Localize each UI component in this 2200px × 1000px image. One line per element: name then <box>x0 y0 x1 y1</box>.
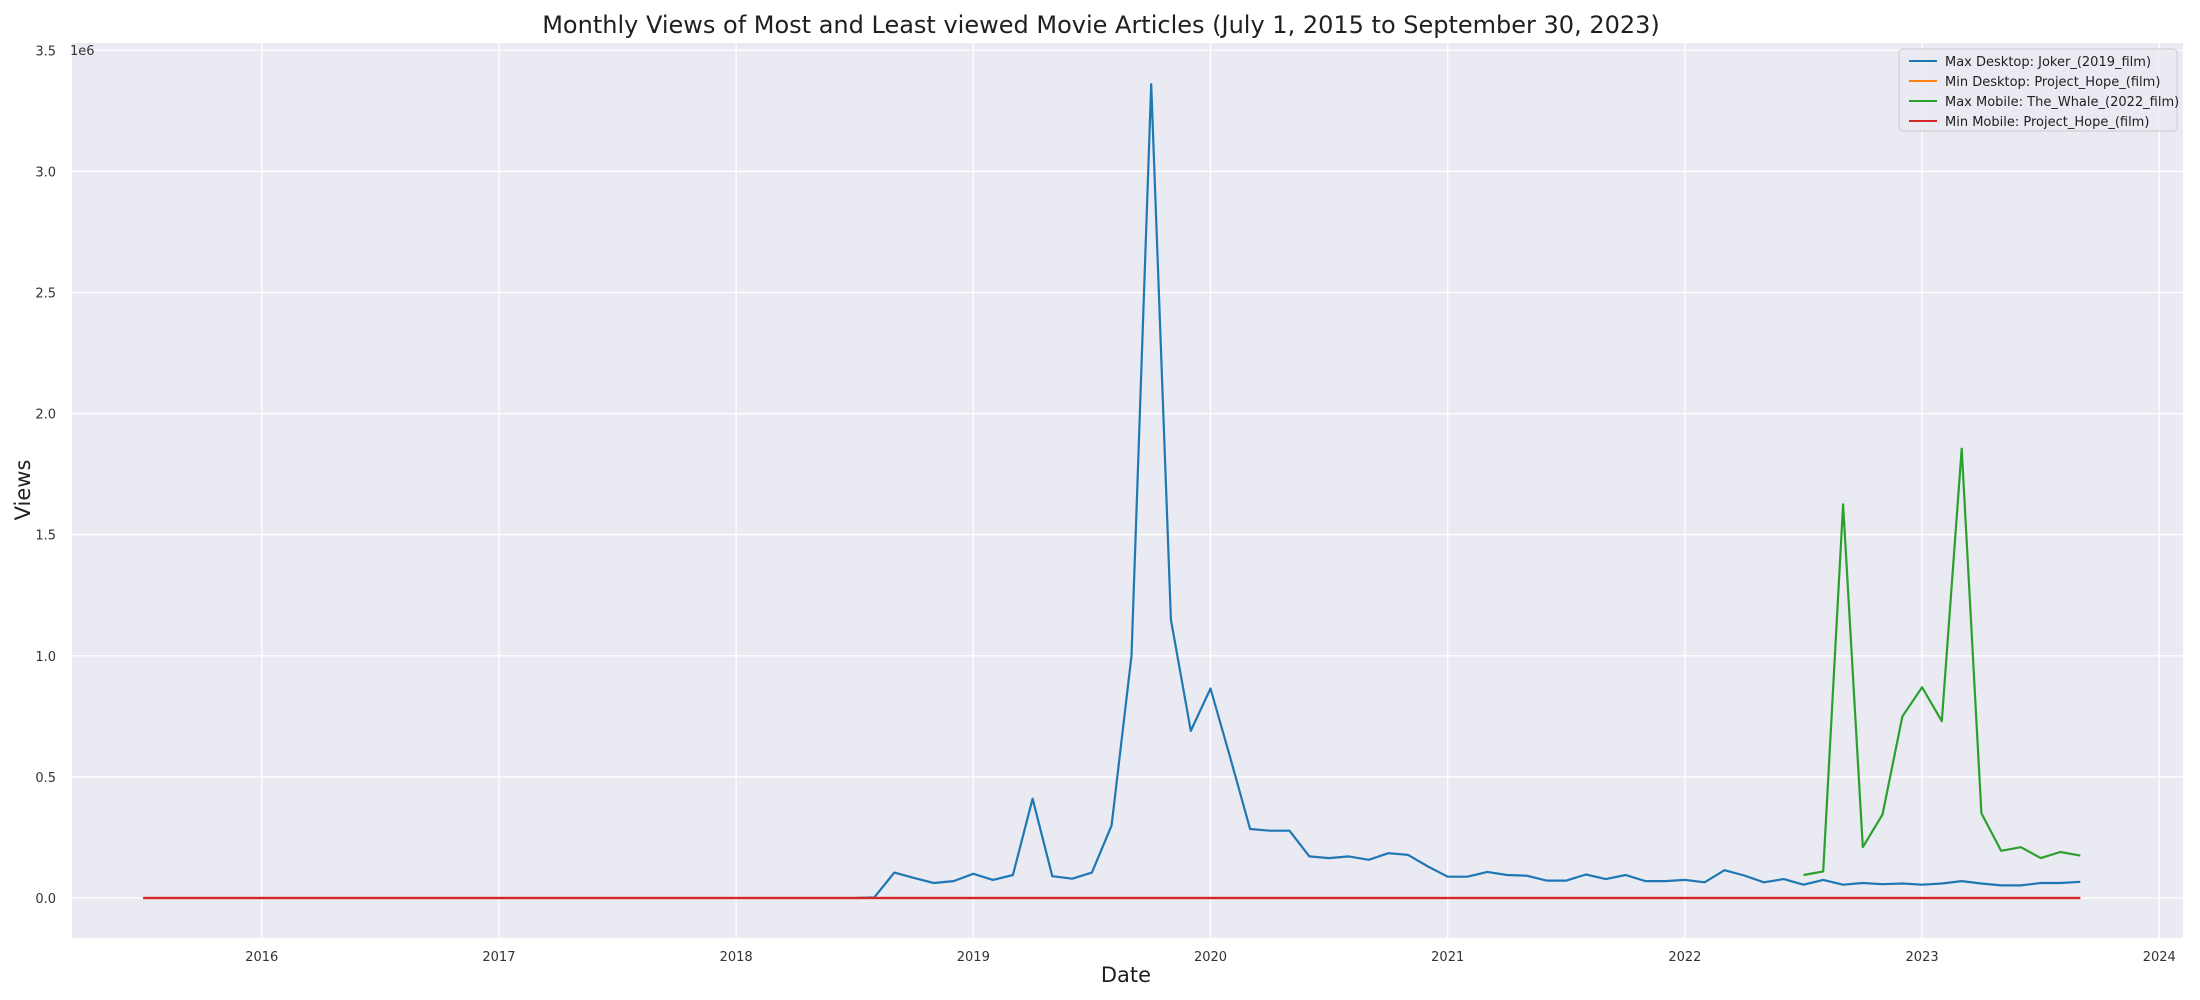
x-tick-label: 2018 <box>720 950 753 965</box>
y-tick-label: 0.5 <box>35 771 56 786</box>
plot-area <box>72 43 2183 938</box>
y-tick-label: 0.0 <box>35 892 56 907</box>
x-axis-label: Date <box>1101 963 1151 987</box>
x-tick-label: 2020 <box>1194 950 1227 965</box>
y-axis-label: Views <box>11 460 35 521</box>
chart-title: Monthly Views of Most and Least viewed M… <box>542 11 1660 39</box>
x-tick-label: 2019 <box>957 950 990 965</box>
legend-label: Max Mobile: The_Whale_(2022_film) <box>1945 95 2179 110</box>
legend: Max Desktop: Joker_(2019_film) Min Deskto… <box>1898 48 2179 132</box>
y-tick-label: 1.5 <box>35 529 56 544</box>
x-tick-label: 2017 <box>482 950 515 965</box>
series-line-2 <box>1803 447 2081 877</box>
legend-label: Min Desktop: Project_Hope_(film) <box>1945 75 2160 90</box>
axis-ticks: 2016 2017 2018 2019 2020 2021 2022 2023 2024 0.0 0… <box>35 44 2176 965</box>
y-axis-offset-label: 1e6 <box>70 44 95 59</box>
y-tick-label: 3.0 <box>35 165 56 180</box>
series-layer <box>143 83 2081 900</box>
legend-box <box>1898 48 2178 132</box>
y-tick-label: 2.0 <box>35 408 56 423</box>
x-tick-label: 2016 <box>245 950 278 965</box>
x-tick-label: 2021 <box>1431 950 1464 965</box>
legend-label: Min Mobile: Project_Hope_(film) <box>1945 115 2149 130</box>
x-tick-label: 2023 <box>1906 950 1939 965</box>
legend-label: Max Desktop: Joker_(2019_film) <box>1945 55 2151 70</box>
x-tick-label: 2024 <box>2143 950 2176 965</box>
y-tick-label: 2.5 <box>35 286 56 301</box>
x-tick-label: 2022 <box>1668 950 1701 965</box>
series-line-0 <box>854 83 2081 900</box>
y-tick-label: 3.5 <box>35 44 56 59</box>
y-tick-label: 1.0 <box>35 650 56 665</box>
